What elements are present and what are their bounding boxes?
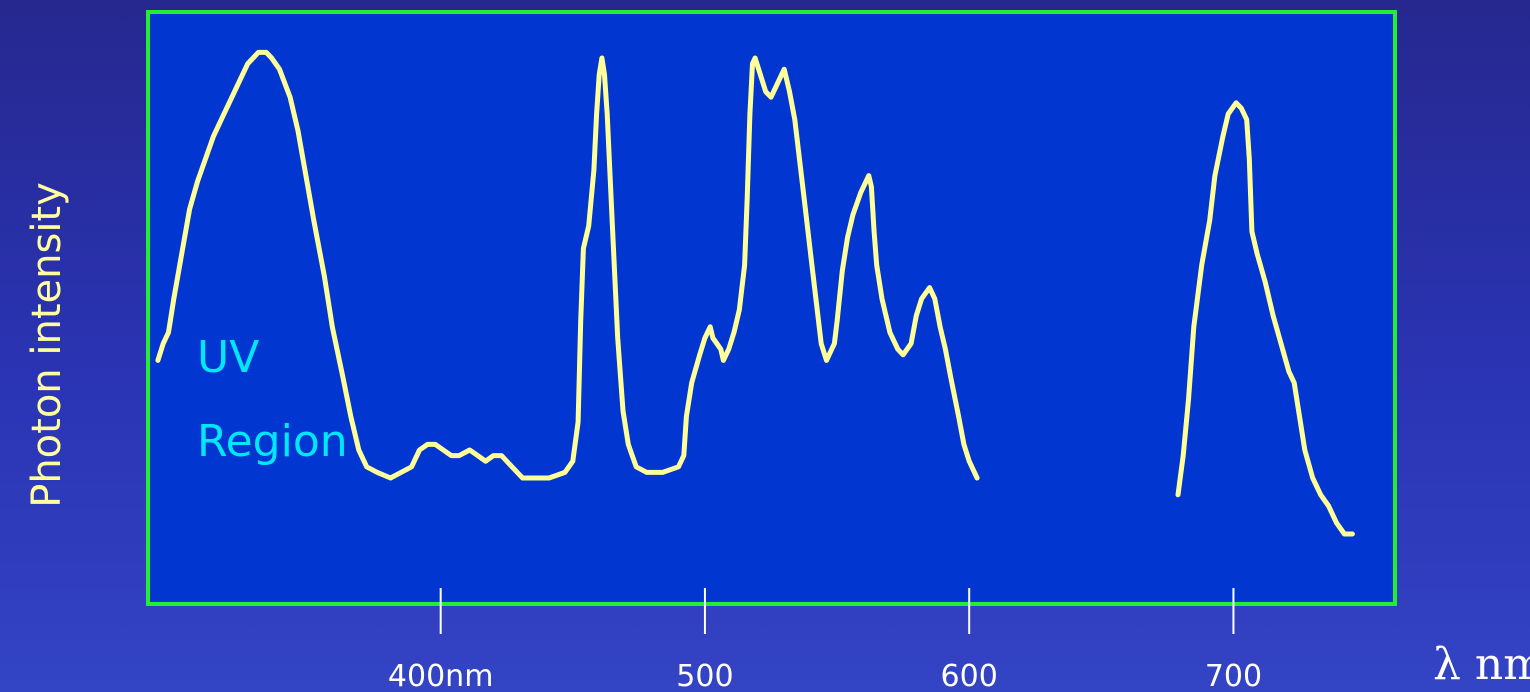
x-tick-label-600: 600 [941,659,998,692]
x-axis-label: λ nm [1433,639,1530,690]
y-axis-label: Photon intensity [24,182,70,508]
spectrum-curve-1 [155,49,980,481]
x-tick-label-500: 500 [676,659,733,692]
x-tick-label-400: 400nm [388,659,494,692]
x-tick-label-700: 700 [1205,659,1262,692]
spectrum-curve-2 [1175,100,1355,537]
plot-area [146,10,1397,606]
uv-annotation: UV [197,332,259,383]
region-annotation: Region [197,416,348,467]
